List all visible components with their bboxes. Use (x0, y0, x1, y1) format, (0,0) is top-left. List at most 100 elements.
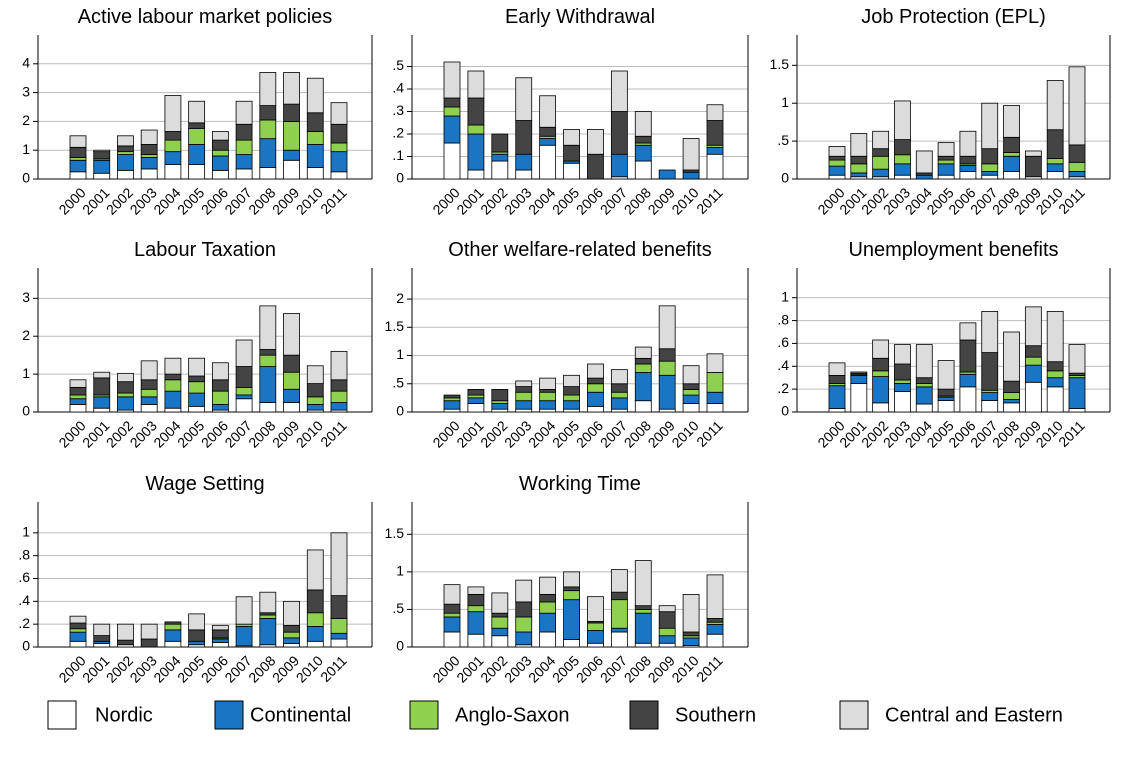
bar-segment (93, 396, 111, 409)
bar-segment (872, 376, 890, 404)
bar-segment (706, 403, 724, 413)
bar-segment (306, 640, 324, 648)
bar-segment (587, 391, 604, 407)
bar-segment (682, 365, 700, 385)
bar-segment (682, 171, 700, 180)
bar-segment (828, 408, 846, 413)
bar-segment (515, 400, 533, 410)
bar-segment (140, 129, 158, 145)
bar-segment (515, 120, 533, 155)
bar-segment (235, 386, 253, 396)
bar-segment (563, 374, 580, 387)
y-tick-label: 4 (22, 55, 30, 71)
bar-segment (93, 149, 111, 153)
bar-segment (706, 104, 724, 121)
y-tick-label: .4 (18, 592, 30, 608)
bar-segment (634, 400, 652, 413)
bar-segment (330, 638, 348, 648)
bar-segment (188, 128, 206, 145)
bar-segment (306, 383, 324, 398)
bar-segment (959, 373, 977, 388)
bar-segment (443, 61, 461, 99)
bar-segment (93, 407, 111, 413)
bar-segment (610, 599, 628, 629)
bar-segment (539, 389, 557, 393)
bar-segment (467, 586, 485, 595)
y-tick-label: .4 (392, 80, 404, 96)
bar-segment (164, 164, 182, 180)
bar-segment (563, 386, 580, 396)
bar-segment (283, 600, 300, 626)
bar-segment (140, 623, 158, 640)
bar-segment (283, 103, 300, 122)
bar-segment (894, 100, 911, 140)
y-tick-label: .8 (18, 546, 30, 562)
bar-segment (211, 362, 229, 381)
legend-swatch (214, 700, 244, 730)
bar-segment (634, 357, 652, 365)
bar-segment (467, 403, 485, 413)
bar-segment (188, 629, 206, 642)
bar-segment (467, 594, 485, 607)
bar-segment (872, 155, 890, 170)
bar-segment (467, 611, 485, 635)
bar-segment (894, 383, 911, 392)
bar-segment (959, 386, 977, 413)
bar-segment (491, 133, 509, 153)
bar-segment (259, 354, 277, 367)
bar-segment (850, 133, 868, 157)
bar-segment (682, 594, 700, 633)
bar-segment (634, 372, 652, 402)
bar-segment (981, 171, 999, 176)
x-tick-label: 2011 (1055, 417, 1088, 450)
bar-segment (1003, 155, 1020, 172)
x-tick-label: 2011 (693, 417, 726, 450)
bar-segment (93, 377, 111, 396)
bar-segment (706, 372, 724, 393)
panel-title: Early Withdrawal (505, 6, 655, 28)
bar-segment (259, 119, 277, 140)
bar-segment (188, 122, 206, 129)
bar-segment (117, 396, 134, 411)
y-tick-label: .2 (392, 125, 404, 141)
bar-segment (610, 631, 628, 648)
bar-segment (563, 129, 580, 146)
bar-segment (850, 155, 868, 165)
bar-segment (140, 396, 158, 405)
bar-segment (69, 628, 87, 633)
y-tick-label: .6 (777, 334, 789, 350)
bar-segment (1068, 171, 1086, 178)
bar-segment (658, 360, 676, 376)
bar-segment (443, 142, 461, 180)
bar-segment (117, 372, 134, 383)
bar-segment (443, 408, 461, 413)
bar-segment (937, 159, 955, 165)
bar-segment (164, 131, 182, 141)
bar-segment (515, 391, 533, 402)
bar-segment (467, 124, 485, 135)
bar-segment (443, 115, 461, 144)
bar-segment (587, 383, 604, 393)
bar-segment (634, 642, 652, 648)
bar-segment (117, 381, 134, 394)
bar-segment (587, 129, 604, 155)
bar-segment (491, 160, 509, 180)
bar-segment (563, 590, 580, 601)
bar-segment (443, 394, 461, 399)
bar-segment (981, 174, 999, 180)
bar-segment (211, 638, 229, 643)
bar-segment (658, 635, 676, 644)
bar-segment (117, 623, 134, 641)
bar-segment (1046, 163, 1064, 172)
bar-segment (1003, 380, 1020, 393)
bar-segment (981, 400, 999, 413)
bar-segment (610, 111, 628, 155)
bar-segment (283, 313, 300, 356)
y-tick-label: 1 (22, 365, 30, 381)
bar-segment (211, 149, 229, 157)
bar-segment (164, 621, 182, 625)
legend-label: Nordic (95, 704, 153, 726)
bar-segment (283, 624, 300, 633)
bar-segment (850, 375, 868, 384)
